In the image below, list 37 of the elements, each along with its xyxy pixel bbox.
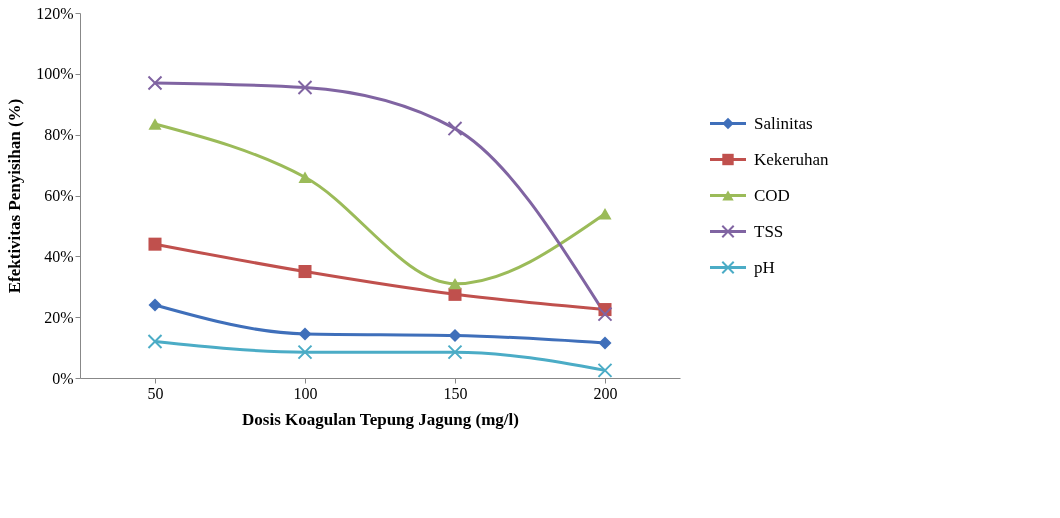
y-tick-label: 80% (44, 126, 74, 144)
point (297, 344, 313, 360)
point (147, 333, 163, 350)
legend-label: pH (754, 257, 775, 277)
y-tick-label: 60% (44, 187, 74, 204)
point (148, 118, 162, 130)
legend-label: Salinitas (754, 113, 813, 133)
y-tick-label: 20% (44, 308, 74, 326)
point (597, 362, 613, 378)
y-tick-label: 100% (36, 65, 74, 83)
point (148, 298, 162, 312)
point (448, 328, 462, 342)
point (448, 287, 462, 301)
point (148, 237, 162, 251)
legend-label: COD (754, 185, 790, 205)
point (298, 327, 312, 341)
y-tick-label: 0% (52, 369, 74, 387)
legend-label: TSS (754, 221, 784, 241)
x-tick-label: 100 (293, 384, 318, 402)
point (447, 121, 463, 137)
x-tick-label: 50 (147, 384, 164, 402)
y-axis-title: Efektivitas Penyisihan (%) (5, 98, 25, 294)
point (447, 344, 463, 360)
x-axis-title: Dosis Koagulan Tepung Jagung (mg/l) (242, 409, 519, 429)
point (598, 208, 612, 220)
y-tick-label: 40% (44, 247, 74, 265)
point (448, 278, 462, 290)
point (298, 265, 312, 279)
x-tick-label: 150 (443, 384, 468, 402)
point (598, 336, 612, 350)
point (298, 171, 312, 183)
legend-label: Kekeruhan (754, 149, 830, 169)
y-tick-label: 120% (36, 4, 74, 22)
point (297, 80, 313, 96)
point (597, 306, 613, 322)
point (147, 75, 163, 91)
x-tick-label: 200 (593, 384, 618, 402)
